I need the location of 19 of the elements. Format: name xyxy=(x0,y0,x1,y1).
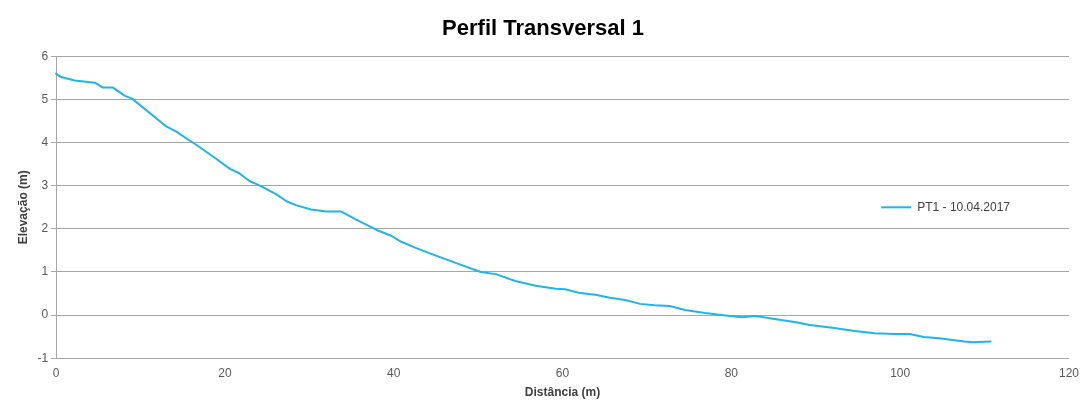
y-tick-label: 0 xyxy=(41,307,49,322)
y-tick-label: 2 xyxy=(41,221,49,236)
chart-title: Perfil Transversal 1 xyxy=(442,15,644,41)
x-tick-label: 20 xyxy=(218,365,232,380)
x-axis-title: Distância (m) xyxy=(524,385,601,400)
x-tick-label: 100 xyxy=(890,365,911,380)
y-axis-title: Elevação (m) xyxy=(15,170,30,245)
x-tick-label: 120 xyxy=(1058,365,1080,380)
x-tick-label: 40 xyxy=(387,365,401,380)
y-tick-label: 3 xyxy=(41,178,49,193)
legend-label: PT1 - 10.04.2017 xyxy=(917,199,1011,214)
x-tick-label: 60 xyxy=(555,365,570,380)
y-tick-label: 5 xyxy=(41,91,49,106)
y-tick-label: -1 xyxy=(37,350,49,365)
y-tick-label: 4 xyxy=(41,134,49,149)
x-tick-label: 0 xyxy=(52,365,60,380)
y-tick-label: 6 xyxy=(41,48,49,63)
y-tick-label: 1 xyxy=(41,264,49,279)
x-tick-label: 80 xyxy=(724,365,739,380)
